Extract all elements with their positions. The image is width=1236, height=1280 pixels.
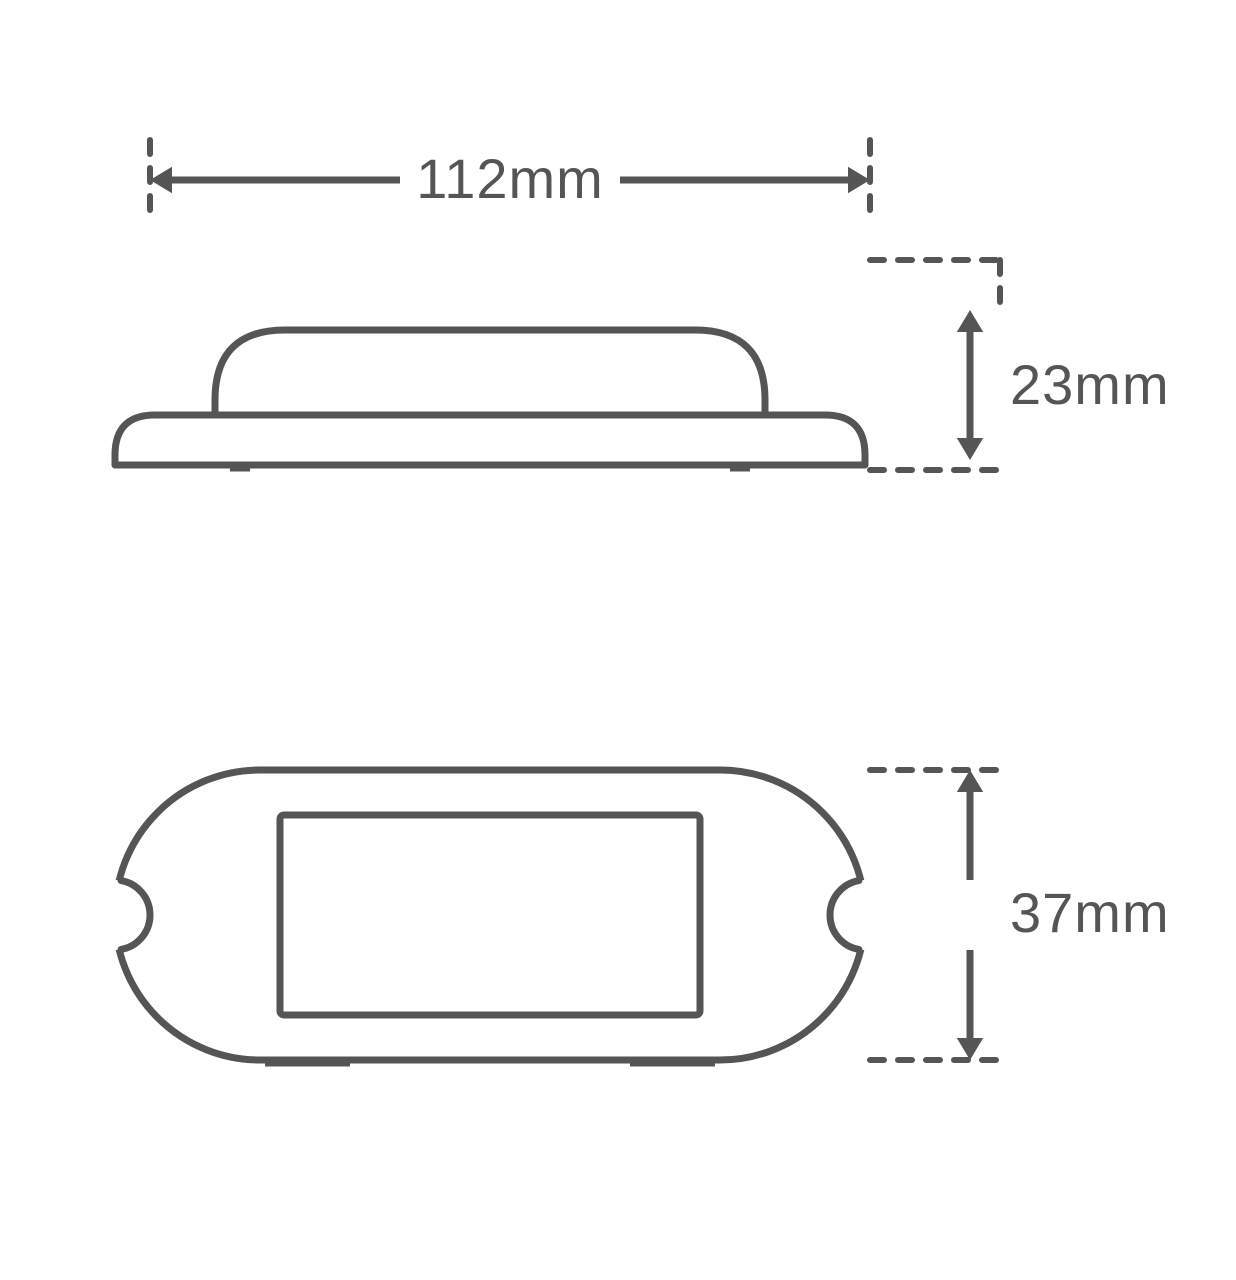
height-dim-label: 23mm (1010, 353, 1170, 416)
width-dim-label: 112mm (416, 147, 604, 210)
canvas-bg (0, 0, 1236, 1280)
depth-dim-label: 37mm (1010, 881, 1170, 944)
